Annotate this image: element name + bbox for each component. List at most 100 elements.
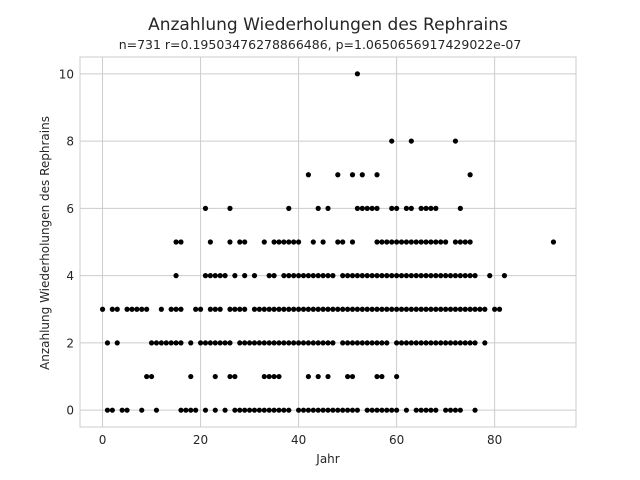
data-point bbox=[242, 407, 248, 413]
data-point bbox=[305, 340, 311, 346]
data-point bbox=[408, 138, 414, 144]
data-point bbox=[452, 239, 459, 245]
data-point bbox=[124, 306, 130, 312]
data-point bbox=[423, 407, 429, 413]
data-point bbox=[379, 373, 385, 380]
data-point bbox=[261, 373, 267, 380]
x-axis-label: Jahr bbox=[315, 452, 339, 466]
data-point bbox=[467, 172, 473, 178]
data-point bbox=[286, 407, 292, 413]
data-point bbox=[173, 239, 179, 245]
data-point bbox=[212, 340, 218, 346]
data-point bbox=[227, 373, 233, 380]
data-point bbox=[212, 306, 218, 312]
data-point bbox=[227, 205, 233, 211]
data-point bbox=[457, 239, 463, 245]
chart-title: Anzahlung Wiederholungen des Rephrains bbox=[148, 15, 508, 35]
data-point bbox=[119, 407, 125, 413]
data-point bbox=[315, 273, 321, 279]
data-point bbox=[271, 306, 277, 312]
data-point bbox=[428, 306, 434, 312]
data-point bbox=[335, 172, 341, 178]
data-point bbox=[104, 407, 111, 413]
data-point bbox=[266, 373, 272, 380]
data-point bbox=[305, 373, 311, 380]
data-point bbox=[389, 205, 395, 211]
data-point bbox=[207, 306, 213, 312]
data-point bbox=[384, 273, 390, 279]
data-point bbox=[320, 306, 326, 312]
data-point bbox=[325, 373, 331, 380]
data-point bbox=[349, 239, 356, 245]
data-point bbox=[315, 407, 321, 413]
data-point bbox=[320, 273, 326, 279]
data-point bbox=[261, 239, 267, 245]
data-point bbox=[325, 340, 331, 346]
data-point bbox=[349, 407, 356, 413]
data-point bbox=[281, 306, 287, 312]
data-point bbox=[227, 340, 233, 346]
data-point bbox=[443, 340, 449, 346]
data-point bbox=[330, 407, 336, 413]
data-point bbox=[271, 239, 277, 245]
data-point bbox=[305, 306, 311, 312]
data-point bbox=[193, 407, 199, 413]
data-point bbox=[320, 239, 326, 245]
data-point bbox=[212, 407, 218, 413]
data-point bbox=[443, 306, 449, 312]
data-point bbox=[398, 306, 405, 312]
data-point bbox=[266, 340, 272, 346]
data-point bbox=[124, 407, 130, 413]
data-point bbox=[423, 205, 429, 211]
data-point bbox=[251, 340, 258, 346]
data-point bbox=[374, 273, 380, 279]
data-point bbox=[202, 407, 209, 413]
data-point bbox=[467, 239, 473, 245]
data-point bbox=[369, 340, 375, 346]
data-point bbox=[188, 373, 194, 380]
data-point bbox=[251, 407, 258, 413]
data-point bbox=[433, 205, 439, 211]
x-tick-label: 20 bbox=[193, 433, 208, 447]
data-point bbox=[428, 273, 434, 279]
data-point bbox=[403, 306, 410, 312]
data-point bbox=[217, 340, 223, 346]
data-point bbox=[217, 306, 223, 312]
data-point bbox=[487, 273, 493, 279]
data-point bbox=[364, 407, 370, 413]
data-point bbox=[271, 340, 277, 346]
data-point bbox=[389, 273, 395, 279]
data-point bbox=[340, 306, 346, 312]
data-point bbox=[418, 407, 424, 413]
data-point bbox=[114, 340, 120, 346]
data-point bbox=[345, 373, 351, 380]
data-point bbox=[447, 273, 454, 279]
data-point bbox=[482, 340, 488, 346]
data-point bbox=[256, 306, 262, 312]
data-point bbox=[251, 273, 258, 279]
data-point bbox=[310, 239, 316, 245]
data-point bbox=[188, 407, 194, 413]
data-point bbox=[384, 239, 390, 245]
data-point bbox=[315, 205, 321, 211]
data-point bbox=[384, 407, 390, 413]
data-point bbox=[212, 373, 218, 380]
data-point bbox=[266, 273, 272, 279]
data-point bbox=[374, 205, 380, 211]
data-point bbox=[452, 340, 459, 346]
data-point bbox=[379, 340, 385, 346]
data-point bbox=[261, 340, 267, 346]
data-point bbox=[168, 340, 174, 346]
x-tick-label: 60 bbox=[389, 433, 404, 447]
data-point bbox=[369, 407, 375, 413]
data-point bbox=[345, 407, 351, 413]
data-point bbox=[310, 407, 316, 413]
data-point bbox=[232, 273, 238, 279]
data-point bbox=[354, 273, 361, 279]
data-point bbox=[300, 407, 307, 413]
data-point bbox=[389, 239, 395, 245]
data-point bbox=[423, 239, 429, 245]
data-point bbox=[237, 407, 243, 413]
data-point bbox=[349, 340, 356, 346]
data-point bbox=[369, 306, 375, 312]
